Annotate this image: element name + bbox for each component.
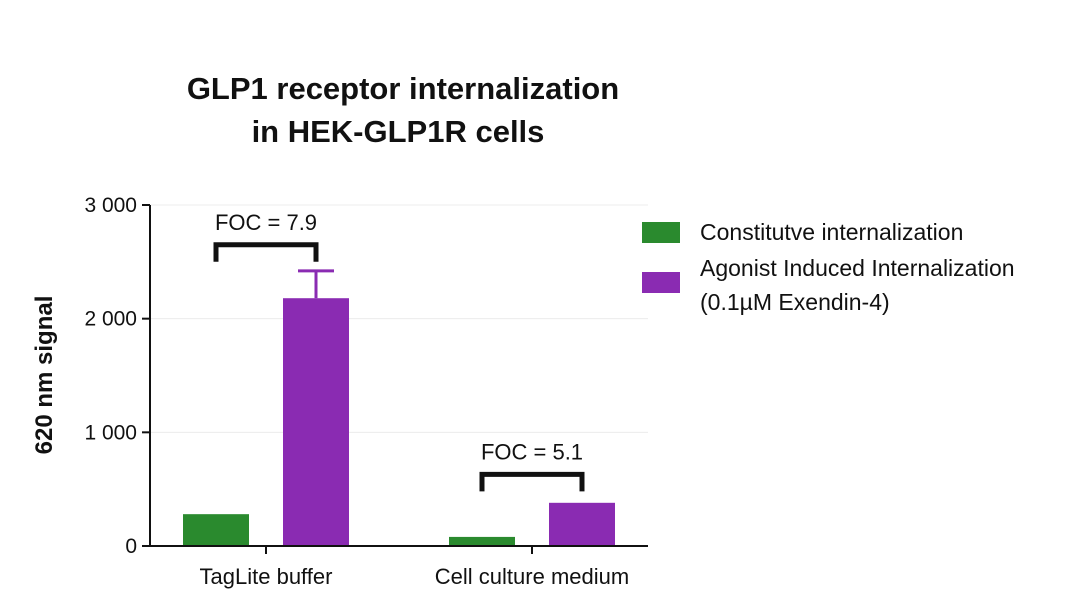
legend-label-constitutive: Constitutve internalization bbox=[700, 219, 963, 245]
x-category-label-1: Cell culture medium bbox=[435, 564, 629, 589]
bar-series-1-cat-0 bbox=[283, 298, 349, 546]
bar-series-1-cat-1 bbox=[549, 502, 615, 546]
legend: Constitutve internalization Agonist Indu… bbox=[642, 219, 1015, 315]
grid bbox=[150, 204, 648, 433]
y-tick-label-3: 3 000 bbox=[84, 194, 137, 217]
bars bbox=[183, 269, 615, 546]
foc-label-0: FOC = 7.9 bbox=[215, 210, 317, 235]
foc-bracket-0 bbox=[213, 242, 319, 262]
y-tick-label-0: 0 bbox=[125, 535, 137, 558]
y-tick-label-1: 1 000 bbox=[84, 421, 137, 444]
bar-series-0-cat-1 bbox=[449, 536, 515, 546]
axes: 0 1 000 2 000 3 000 TagLite buffer Cell cultu… bbox=[84, 194, 648, 589]
annotations: FOC = 7.9 FOC = 5.1 bbox=[213, 210, 585, 492]
x-category-label-0: TagLite buffer bbox=[200, 564, 333, 589]
y-axis-title: 620 nm signal bbox=[31, 296, 58, 455]
foc-label-1: FOC = 5.1 bbox=[481, 439, 583, 464]
y-tick-label-2: 2 000 bbox=[84, 308, 137, 331]
legend-label-agonist-line-2: (0.1µM Exendin-4) bbox=[700, 289, 890, 315]
legend-label-agonist-line-1: Agonist Induced Internalization bbox=[700, 255, 1015, 281]
legend-swatch-constitutive bbox=[642, 222, 680, 243]
chart-title: GLP1 receptor internalization in HEK-GLP… bbox=[187, 71, 619, 149]
chart-title-line-2: in HEK-GLP1R cells bbox=[252, 114, 545, 149]
chart-title-line-1: GLP1 receptor internalization bbox=[187, 71, 619, 106]
bar-series-0-cat-0 bbox=[183, 514, 249, 546]
legend-swatch-agonist bbox=[642, 272, 680, 293]
foc-bracket-1 bbox=[479, 471, 585, 492]
